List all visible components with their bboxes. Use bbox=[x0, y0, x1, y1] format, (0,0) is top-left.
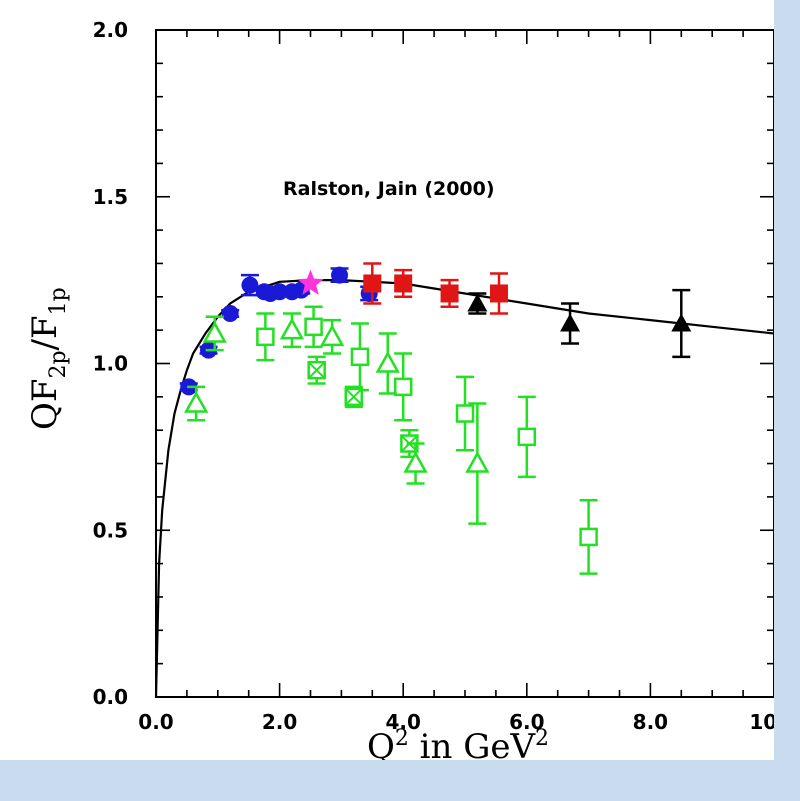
xlabel-sup1: 2 bbox=[395, 726, 409, 751]
series-square-crossed-green bbox=[307, 355, 419, 459]
ylabel-sub1: 2p bbox=[46, 350, 71, 378]
svg-text:QF2p/F1p: QF2p/F1p bbox=[25, 287, 71, 430]
x-tick-label: 6.0 bbox=[509, 710, 544, 734]
data-point-square bbox=[363, 274, 382, 293]
xlabel-sup2: 2 bbox=[535, 726, 549, 751]
series-triangle-filled-black bbox=[467, 288, 692, 359]
data-point-open-triangle bbox=[279, 317, 305, 340]
cross-line bbox=[345, 388, 363, 406]
data-point-star bbox=[297, 269, 324, 295]
tick-labels: 0.0 2.0 4.0 6.0 8.0 10.0 0.0 0.5 1.0 1.5 2.0 bbox=[93, 18, 774, 734]
data-point-open-square bbox=[455, 404, 475, 423]
x-tick-label: 4.0 bbox=[385, 710, 420, 734]
ylabel-b: F bbox=[25, 315, 65, 339]
data-point-triangle bbox=[467, 293, 488, 312]
data-points bbox=[179, 262, 692, 575]
data-point-open-square bbox=[517, 427, 537, 447]
data-point-open-square bbox=[256, 327, 275, 347]
series-star-magenta bbox=[297, 269, 324, 295]
data-point-triangle bbox=[671, 313, 692, 332]
data-point-circle bbox=[221, 304, 239, 322]
data-point-open-square bbox=[393, 377, 413, 397]
data-point-open-triangle bbox=[403, 450, 428, 473]
y-axis-title: QF2p/F1p bbox=[25, 287, 71, 430]
data-point-square bbox=[440, 284, 459, 303]
series-circle-blue bbox=[179, 266, 379, 396]
data-point-open-triangle bbox=[465, 450, 490, 473]
data-point-square bbox=[489, 284, 508, 303]
data-point-circle bbox=[331, 266, 349, 284]
y-tick-label: 2.0 bbox=[93, 18, 128, 42]
ylabel-a: QF bbox=[25, 379, 65, 430]
y-tick-label: 1.0 bbox=[93, 352, 128, 376]
x-tick-label: 10.0 bbox=[749, 710, 774, 734]
ylabel-slash: / bbox=[25, 338, 65, 350]
chart-panel: 0.0 2.0 4.0 6.0 8.0 10.0 0.0 0.5 1.0 1.5 2.0 Ralst… bbox=[0, 0, 774, 760]
data-point-open-triangle bbox=[202, 320, 227, 343]
x-tick-label: 0.0 bbox=[138, 710, 173, 734]
theory-curve bbox=[154, 279, 774, 698]
data-point-square bbox=[394, 274, 413, 293]
y-tick-label: 0.5 bbox=[93, 518, 128, 542]
data-point-open-square bbox=[350, 347, 370, 367]
data-point-open-square bbox=[304, 317, 323, 337]
data-point-circle bbox=[241, 276, 259, 294]
data-point-open-triangle bbox=[320, 324, 345, 347]
series-square-open-green bbox=[256, 305, 598, 575]
series-square-filled-red bbox=[363, 262, 508, 315]
cross-line bbox=[307, 361, 326, 379]
x-tick-label: 8.0 bbox=[633, 710, 668, 734]
ylabel-sub2: 1p bbox=[46, 287, 71, 315]
chart-svg: 0.0 2.0 4.0 6.0 8.0 10.0 0.0 0.5 1.0 1.5 2.0 Ralst… bbox=[25, 18, 774, 760]
annotation-text: Ralston, Jain (2000) bbox=[283, 178, 495, 200]
xlabel-main: Q bbox=[367, 727, 395, 760]
xlabel-mid: in GeV bbox=[409, 727, 537, 760]
x-tick-label: 2.0 bbox=[262, 710, 297, 734]
data-point-open-triangle bbox=[184, 390, 209, 413]
y-tick-label: 0.0 bbox=[93, 685, 128, 709]
series-triangle-open-green bbox=[184, 312, 490, 525]
y-tick-label: 1.5 bbox=[93, 185, 128, 209]
data-point-triangle bbox=[560, 313, 581, 332]
data-point-open-triangle bbox=[375, 350, 400, 373]
tick-marks bbox=[155, 29, 774, 698]
plot-frame bbox=[155, 29, 774, 698]
data-point-open-square bbox=[579, 527, 598, 547]
x-axis-title: Q2 in GeV2 bbox=[367, 726, 549, 760]
